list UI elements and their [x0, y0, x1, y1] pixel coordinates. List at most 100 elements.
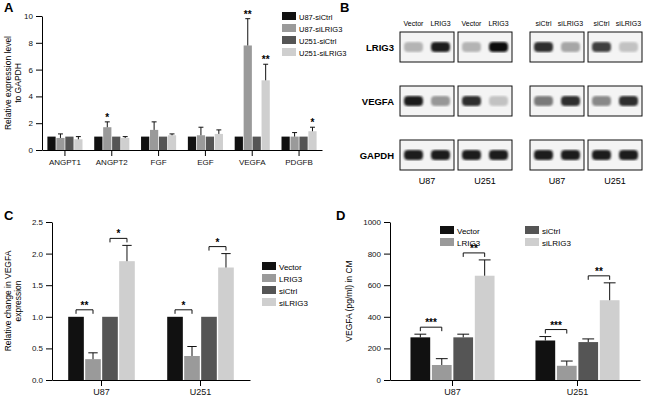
y-tick-label: 6 [29, 66, 34, 75]
y-tick-label: 2.0 [32, 250, 44, 259]
x-tick-mark [577, 380, 578, 386]
bar-panel: C*****0.00.51.01.52.02.5U87U251Relative … [3, 208, 308, 397]
lane-label: LRIG3 [430, 20, 450, 27]
blot-band [404, 150, 423, 160]
x-axis-line [391, 380, 641, 381]
panel-letter: D [336, 208, 345, 223]
y-tick-mark [384, 348, 390, 349]
bar [159, 137, 167, 150]
legend-swatch [282, 12, 296, 20]
y-tick: 0 [377, 376, 390, 385]
error-bar [221, 254, 230, 268]
y-axis-line [42, 17, 43, 151]
y-axis: 0246810 [24, 12, 42, 155]
cell-line-label: U87 [419, 176, 436, 186]
x-axis: ANGPT1ANGPT2FGFEGFVEGFAPDGFB [43, 150, 323, 167]
legend-swatch [262, 298, 276, 306]
bar [56, 138, 64, 150]
legend-swatch [262, 262, 276, 270]
significance-star: *** [425, 317, 437, 328]
cell-line-label: U251 [474, 176, 496, 186]
bar [102, 317, 118, 380]
error-bar [122, 245, 131, 261]
legend-label: siLRIG3 [542, 239, 571, 248]
blot-band [619, 42, 638, 52]
x-tick: PDGFB [285, 150, 313, 167]
x-tick-mark [111, 150, 112, 156]
y-tick-mark [36, 43, 42, 44]
legend-swatch [282, 36, 296, 44]
error-bar [604, 283, 616, 300]
blot-frame [588, 32, 642, 62]
blot-band [431, 42, 450, 52]
y-tick-mark [36, 96, 42, 97]
x-tick: U251 [190, 380, 212, 397]
bar [188, 137, 196, 150]
legend: Vector LRIG3 siCtrl siLRIG3 [262, 262, 308, 308]
x-tick: ANGPT2 [96, 150, 129, 167]
lane-label: siLRIG3 [616, 20, 641, 27]
legend-item: siCtrl [262, 286, 297, 296]
row-label: VEGFA [362, 96, 394, 107]
bar [121, 138, 129, 150]
error-bar [123, 137, 128, 138]
error-bar [561, 361, 573, 366]
error-bar [292, 133, 297, 137]
x-axis-line [43, 150, 323, 151]
lane-label: siCtrl [536, 20, 552, 27]
x-tick-mark [64, 150, 65, 156]
y-tick: 1000 [363, 218, 390, 227]
x-tick: U87 [93, 380, 110, 397]
y-tick: 10 [24, 12, 42, 21]
legend-item: U251-siLRIG3 [282, 48, 347, 58]
blot-frame [530, 32, 584, 62]
y-tick-mark [46, 348, 52, 349]
y-tick-label: 200 [368, 344, 382, 353]
panel-letter: A [4, 0, 14, 15]
y-tick: 1.0 [32, 313, 52, 322]
figure: A******0246810ANGPT1ANGPT2FGFEGFVEGFAPDG… [0, 0, 650, 414]
blot-band [489, 96, 508, 106]
y-tick-mark [46, 380, 52, 381]
y-tick-mark [384, 254, 390, 255]
x-tick-mark [299, 150, 300, 156]
legend-label: Vector [279, 263, 302, 272]
y-axis-title: VEGFA (pg/ml) in CM [344, 260, 354, 341]
error-bar [479, 260, 491, 276]
y-tick-mark [36, 123, 42, 124]
legend-item: Vector [262, 262, 302, 272]
y-tick: 400 [368, 313, 390, 322]
error-bar [76, 137, 81, 140]
cell-line-label: U87 [549, 176, 566, 186]
x-tick: U251 [567, 380, 589, 397]
lane-label: siCtrl [594, 20, 610, 27]
bar [578, 342, 598, 380]
legend-label: U87-siLRIG3 [299, 25, 342, 34]
x-tick-label: FGF [151, 158, 167, 167]
y-tick-mark [46, 317, 52, 318]
error-bar [152, 122, 157, 130]
legend-label: U251-siCtrl [299, 37, 337, 46]
legend-label: siLRIG3 [279, 299, 308, 308]
bar [410, 337, 430, 380]
blot-band [489, 150, 508, 160]
y-tick-mark [36, 70, 42, 71]
legend-item: Vector [440, 226, 480, 236]
y-axis: 0.00.51.01.52.02.5 [32, 218, 53, 385]
legend-label: siCtrl [542, 227, 560, 236]
legend-label: LRIG3 [279, 275, 303, 284]
legend-swatch [282, 48, 296, 56]
blot-frame [400, 140, 454, 170]
blot-frame [530, 140, 584, 170]
y-tick-mark [36, 16, 42, 17]
y-tick-label: 0 [29, 146, 34, 155]
blot-band [592, 96, 611, 106]
blot-frame [458, 140, 512, 170]
y-tick-mark [46, 222, 52, 223]
y-tick-label: 0 [377, 376, 382, 385]
blot-band [534, 96, 553, 106]
blot-frame [458, 86, 512, 116]
panel-letter: C [4, 208, 14, 223]
western-blot: BLRIG3VEGFAGAPDHVectorLRIG3U87VectorLRIG… [340, 0, 642, 186]
x-tick-mark [158, 150, 159, 156]
